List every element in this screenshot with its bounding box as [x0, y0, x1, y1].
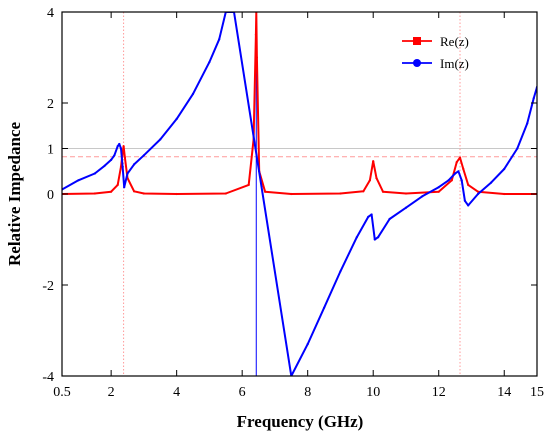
legend-im-marker [413, 59, 421, 67]
series-point-re [450, 179, 453, 182]
y-tick-label: 2 [47, 97, 54, 112]
series-point-im [454, 172, 457, 175]
series-point-im [121, 165, 124, 168]
series-point-re [254, 33, 257, 36]
series-point-im [110, 158, 113, 161]
series-point-re [372, 160, 375, 163]
series-point-re [224, 192, 227, 195]
series-point-re [462, 167, 465, 171]
legend-re-label: Re(z) [440, 34, 469, 49]
series-point-im [123, 186, 126, 189]
y-tick-label: 4 [47, 6, 54, 21]
x-tick-label: 14 [497, 385, 511, 400]
series-point-im [377, 236, 380, 239]
series-point-im [503, 167, 506, 171]
x-tick-label: 0.5 [53, 385, 71, 400]
series-point-im [126, 172, 129, 175]
y-tick-label: -2 [42, 279, 54, 294]
series-point-re [362, 190, 365, 193]
series-point-re [455, 161, 458, 164]
series-point-im [526, 122, 529, 125]
series-point-re [467, 183, 470, 186]
series-point-im [118, 142, 121, 146]
series-point-im [463, 199, 466, 202]
series-point-im [119, 147, 123, 150]
legend: Re(z) Im(z) [402, 34, 469, 71]
series-point-im [532, 97, 535, 100]
series-point-re [142, 192, 145, 195]
y-axis-title: Relative Impedance [5, 122, 24, 266]
reference-lines [62, 12, 537, 376]
series-point-im [103, 164, 106, 167]
series-point-re [122, 145, 125, 148]
series-point-re [116, 183, 119, 186]
x-tick-label: 15 [530, 385, 544, 400]
series-point-im [113, 154, 116, 157]
y-tick-label: 0 [47, 188, 54, 203]
series-point-im [490, 181, 493, 184]
series-point-re [133, 190, 136, 193]
x-tick-label: 4 [173, 385, 180, 400]
series-layer [62, 12, 537, 376]
series-point-im [323, 306, 326, 309]
series-point-im [388, 217, 391, 221]
x-tick-label: 10 [366, 385, 380, 400]
series-point-im [404, 206, 408, 209]
series-point-im [159, 138, 162, 141]
series-point-im [373, 238, 376, 241]
series-point-im [457, 170, 460, 173]
series-point-im [437, 186, 440, 189]
series-point-im [447, 179, 450, 182]
series-point-re [123, 156, 126, 159]
x-axis-ticks: 0.5 2 4 6 8 10 12 14 15 [53, 12, 544, 400]
x-axis-title: Frequency (GHz) [237, 412, 364, 431]
series-point-im [355, 236, 358, 239]
series-point-re [503, 192, 506, 196]
series-point-im [516, 147, 519, 150]
series-point-re [368, 179, 371, 182]
x-tick-label: 6 [239, 385, 246, 400]
series-point-im [93, 172, 96, 175]
series-point-re [110, 190, 113, 193]
series-point-im [339, 270, 342, 273]
series-point-im [133, 163, 136, 166]
series-point-im [77, 179, 80, 182]
series-point-im [208, 61, 211, 64]
series-point-re [93, 192, 96, 195]
series-point-im [306, 343, 309, 346]
series-point-re [437, 190, 440, 193]
series-point-im [116, 145, 119, 148]
series-point-im [421, 195, 424, 198]
series-point-re [375, 177, 378, 180]
series-point-re [458, 156, 462, 159]
series-point-re [255, 56, 258, 59]
series-point-im [370, 213, 373, 216]
y-axis-ticks: -4 -2 0 1 2 4 [42, 6, 537, 385]
series-point-im [218, 38, 221, 41]
series-point-im [142, 154, 145, 157]
x-tick-label: 2 [108, 385, 115, 400]
series-point-re [247, 183, 250, 186]
series-point-im [175, 117, 178, 120]
series-point-im [367, 215, 370, 218]
series-point-im [476, 192, 480, 196]
series-point-re [264, 190, 267, 193]
series-point-im [191, 92, 195, 95]
x-tick-label: 8 [304, 385, 311, 400]
series-point-re [290, 192, 293, 196]
series-point-im [460, 179, 463, 182]
y-tick-label: -4 [42, 370, 54, 385]
x-tick-label: 12 [432, 385, 446, 400]
series-point-re [381, 190, 385, 193]
y-tick-label: 1 [47, 143, 54, 158]
legend-im-label: Im(z) [440, 56, 469, 71]
series-point-re [404, 192, 408, 195]
series-point-im [467, 204, 470, 207]
legend-re-marker [413, 37, 421, 45]
series-point-re [175, 192, 178, 196]
series-point-re [339, 192, 342, 195]
